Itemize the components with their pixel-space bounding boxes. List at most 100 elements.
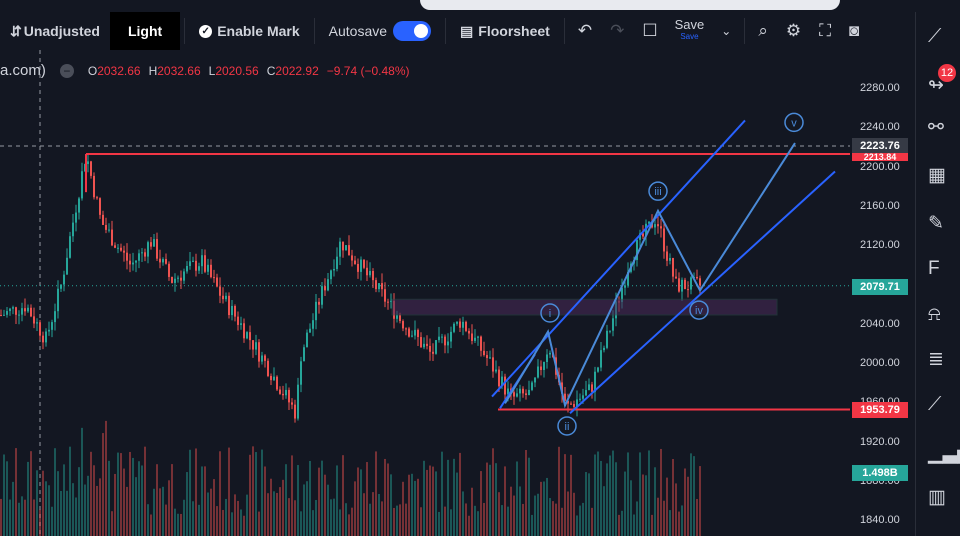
undo-icon[interactable]: ↶ bbox=[577, 21, 593, 40]
volume-bar bbox=[174, 508, 176, 536]
candle-body bbox=[135, 260, 137, 263]
expand-icon[interactable]: ⛶ bbox=[819, 21, 831, 40]
volume-bar bbox=[258, 511, 260, 536]
volume-bar bbox=[27, 461, 29, 536]
volume-bar bbox=[42, 470, 44, 536]
enable-mark-button[interactable]: ✓ Enable Mark bbox=[189, 12, 309, 50]
candle-body bbox=[105, 224, 107, 230]
volume-bar bbox=[270, 478, 272, 536]
candle-body bbox=[66, 257, 68, 275]
chevron-down-icon[interactable]: ⌄ bbox=[721, 24, 732, 38]
volume-bar bbox=[687, 476, 689, 536]
volume-bar bbox=[645, 475, 647, 536]
wave-v-marker bbox=[784, 112, 804, 133]
candle-body bbox=[648, 221, 650, 224]
candle-body bbox=[435, 340, 437, 354]
candle-body bbox=[153, 239, 155, 247]
volume-bar bbox=[345, 503, 347, 536]
brush-icon[interactable]: ✎ bbox=[928, 213, 944, 234]
volume-bar bbox=[108, 460, 110, 536]
ruler-icon[interactable]: ⟋ bbox=[928, 394, 942, 415]
volume-bar bbox=[12, 481, 14, 536]
gear-icon[interactable]: ⚙ bbox=[785, 21, 802, 40]
floorsheet-button[interactable]: ▤ Floorsheet bbox=[450, 12, 560, 50]
candle-body bbox=[498, 369, 500, 387]
light-theme-button[interactable]: Light bbox=[109, 12, 181, 50]
candle-body bbox=[609, 330, 611, 332]
volume-bar bbox=[99, 478, 101, 536]
volume-bar bbox=[699, 466, 701, 536]
menu-list-icon[interactable]: ≣ bbox=[928, 349, 944, 370]
search-pill[interactable] bbox=[420, 0, 840, 10]
fundamentals-icon[interactable]: F bbox=[928, 258, 940, 279]
unadjusted-label: Unadjusted bbox=[23, 23, 100, 39]
candle-body bbox=[588, 384, 590, 391]
candle-body bbox=[681, 279, 683, 292]
candle-body bbox=[603, 347, 605, 351]
candle-body bbox=[315, 301, 317, 321]
candle-body bbox=[336, 256, 338, 269]
chart-line-icon[interactable]: ⟋ bbox=[928, 26, 942, 47]
volume-bar bbox=[72, 483, 74, 536]
candle-body bbox=[465, 321, 467, 331]
check-circle-icon: ✓ bbox=[199, 24, 213, 38]
candle-body bbox=[171, 276, 173, 283]
volume-bar bbox=[450, 509, 452, 536]
candle-body bbox=[306, 332, 308, 348]
candle-body bbox=[585, 390, 587, 396]
volume-bar bbox=[555, 503, 557, 536]
volume-bar bbox=[432, 466, 434, 536]
candle-body bbox=[33, 316, 35, 324]
wave-ii-label: ii bbox=[565, 421, 570, 433]
candle-body bbox=[285, 389, 287, 396]
bell-icon[interactable]: ⍾ bbox=[928, 304, 941, 325]
candle-body bbox=[15, 307, 17, 315]
volume-chart-icon[interactable]: ▥ bbox=[928, 487, 946, 508]
candle-body bbox=[474, 337, 476, 341]
quick-search-icon[interactable]: ⌕ bbox=[758, 21, 768, 40]
save-button[interactable]: Save Save bbox=[667, 18, 713, 43]
volume-bar bbox=[624, 471, 626, 536]
binoculars-icon[interactable]: ⚯ bbox=[928, 117, 944, 138]
volume-bar bbox=[306, 481, 308, 536]
candle-body bbox=[675, 276, 677, 279]
signal-bars-icon[interactable]: ▁▃▅ bbox=[928, 443, 960, 464]
candle-body bbox=[654, 224, 656, 228]
autosave-toggle[interactable] bbox=[393, 21, 432, 41]
low-key: L bbox=[208, 63, 216, 78]
candle-body bbox=[489, 357, 491, 359]
redo-icon[interactable]: ↷ bbox=[610, 21, 625, 40]
fullscreen-box-icon[interactable]: ☐ bbox=[642, 21, 658, 40]
volume-bar bbox=[525, 449, 527, 536]
candle-body bbox=[381, 283, 383, 290]
price-tick: 2200.00 bbox=[860, 160, 900, 173]
candle-body bbox=[444, 336, 446, 346]
candle-body bbox=[180, 277, 182, 281]
candle-body bbox=[600, 350, 602, 368]
candle-body bbox=[438, 336, 440, 341]
candle-body bbox=[288, 389, 290, 403]
camera-icon[interactable]: ◙ bbox=[849, 21, 860, 40]
price-tick: 1840.00 bbox=[860, 514, 900, 527]
news-icon[interactable]: ▦ bbox=[928, 165, 946, 186]
volume-bar bbox=[483, 502, 485, 536]
candle-body bbox=[195, 260, 197, 271]
volume-bar bbox=[570, 454, 572, 536]
volume-bar bbox=[630, 480, 632, 536]
candle-body bbox=[75, 212, 77, 223]
candle-body bbox=[54, 311, 56, 323]
alerts-icon[interactable]: ↬ bbox=[928, 75, 944, 96]
high-value: 2032.66 bbox=[157, 63, 201, 78]
unadjusted-button[interactable]: ⇵ Unadjusted bbox=[0, 12, 110, 50]
adjust-icon: ⇵ bbox=[10, 22, 22, 39]
candle-body bbox=[147, 242, 149, 257]
volume-bar bbox=[318, 467, 320, 536]
candle-body bbox=[300, 361, 302, 385]
volume-bar bbox=[657, 497, 659, 536]
candle-body bbox=[87, 161, 89, 165]
collapse-legend-icon[interactable]: − bbox=[59, 63, 74, 78]
candle-body bbox=[483, 350, 485, 356]
volume-bar bbox=[207, 492, 209, 536]
top-toolbar: ⇵ Unadjusted Light ✓ Enable Mark Autosave … bbox=[0, 12, 915, 50]
